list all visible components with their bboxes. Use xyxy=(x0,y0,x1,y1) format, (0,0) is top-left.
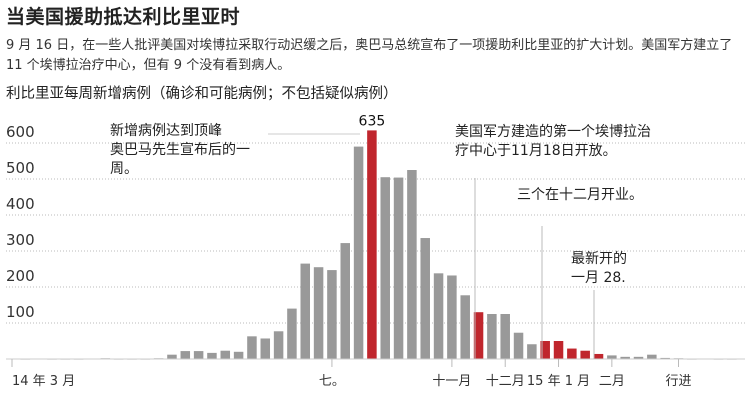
y-tick-label: 100 xyxy=(6,303,35,321)
bar xyxy=(353,146,364,359)
bar xyxy=(567,348,577,359)
bar xyxy=(633,356,644,359)
bar xyxy=(460,295,470,359)
y-tick-label: 300 xyxy=(6,231,35,249)
x-tick-label: 14 年 3 月 xyxy=(12,374,75,389)
bar xyxy=(500,314,510,359)
annotation-text: 奥巴马先生宣布后的一 xyxy=(110,141,250,158)
x-tick-label: 十二月 xyxy=(486,374,525,389)
bar xyxy=(193,351,204,359)
x-tick-label: 行进 xyxy=(665,374,691,389)
y-tick-label: 500 xyxy=(6,159,35,177)
bar xyxy=(620,356,630,359)
bar xyxy=(367,130,377,359)
bar xyxy=(380,177,390,359)
peak-label: 635 xyxy=(359,113,386,129)
bar xyxy=(487,314,497,359)
bar xyxy=(300,263,311,359)
bar xyxy=(327,270,337,359)
bar xyxy=(660,357,670,359)
annotation-text: 最新开的 xyxy=(571,251,627,267)
chart-title: 利比里亚每周新增病例（确诊和可能病例；不包括疑似病例） xyxy=(6,86,398,102)
bar xyxy=(447,275,457,359)
bar xyxy=(407,170,417,359)
bar xyxy=(607,355,617,359)
bar xyxy=(647,354,657,359)
bar xyxy=(513,332,524,359)
bar xyxy=(180,351,191,359)
x-tick-label: 15 年 1 月 xyxy=(527,374,590,389)
bar xyxy=(287,308,297,359)
bar xyxy=(273,331,284,359)
description: 9 月 16 日，在一些人批评美国对埃博拉采取行动迟缓之后，奥巴马总统宣布了一项… xyxy=(6,38,733,73)
annotation-text: 新增病例达到顶峰 xyxy=(110,123,222,139)
bar xyxy=(313,267,324,359)
bar xyxy=(260,338,271,359)
bar xyxy=(553,341,564,359)
bar xyxy=(433,273,444,359)
bar xyxy=(527,344,537,359)
y-tick-label: 600 xyxy=(6,123,35,141)
bar xyxy=(233,351,244,359)
bar xyxy=(420,238,430,359)
bar xyxy=(167,354,177,359)
page-title: 当美国援助抵达利比里亚时 xyxy=(6,6,241,28)
bar xyxy=(207,352,217,359)
bar xyxy=(393,177,404,359)
x-tick-label: 七。 xyxy=(319,374,345,389)
annotation-text: 一月 28. xyxy=(571,270,626,286)
bar xyxy=(593,353,604,359)
bar xyxy=(247,336,257,359)
x-tick-label: 二月 xyxy=(599,374,625,389)
bar xyxy=(540,341,550,359)
x-tick-label: 十一月 xyxy=(432,374,471,389)
annotation-text: 疗中心于11月18日开放。 xyxy=(455,143,617,159)
y-tick-label: 400 xyxy=(6,195,35,213)
bar xyxy=(340,243,350,359)
annotation-text: 美国军方建造的第一个埃博拉治 xyxy=(455,123,651,140)
bar xyxy=(473,312,484,359)
annotation-text: 三个在十二月开业。 xyxy=(517,187,643,203)
bar xyxy=(220,350,231,359)
bar xyxy=(580,350,590,359)
annotation-text: 周。 xyxy=(110,161,138,177)
y-tick-label: 200 xyxy=(6,267,35,285)
